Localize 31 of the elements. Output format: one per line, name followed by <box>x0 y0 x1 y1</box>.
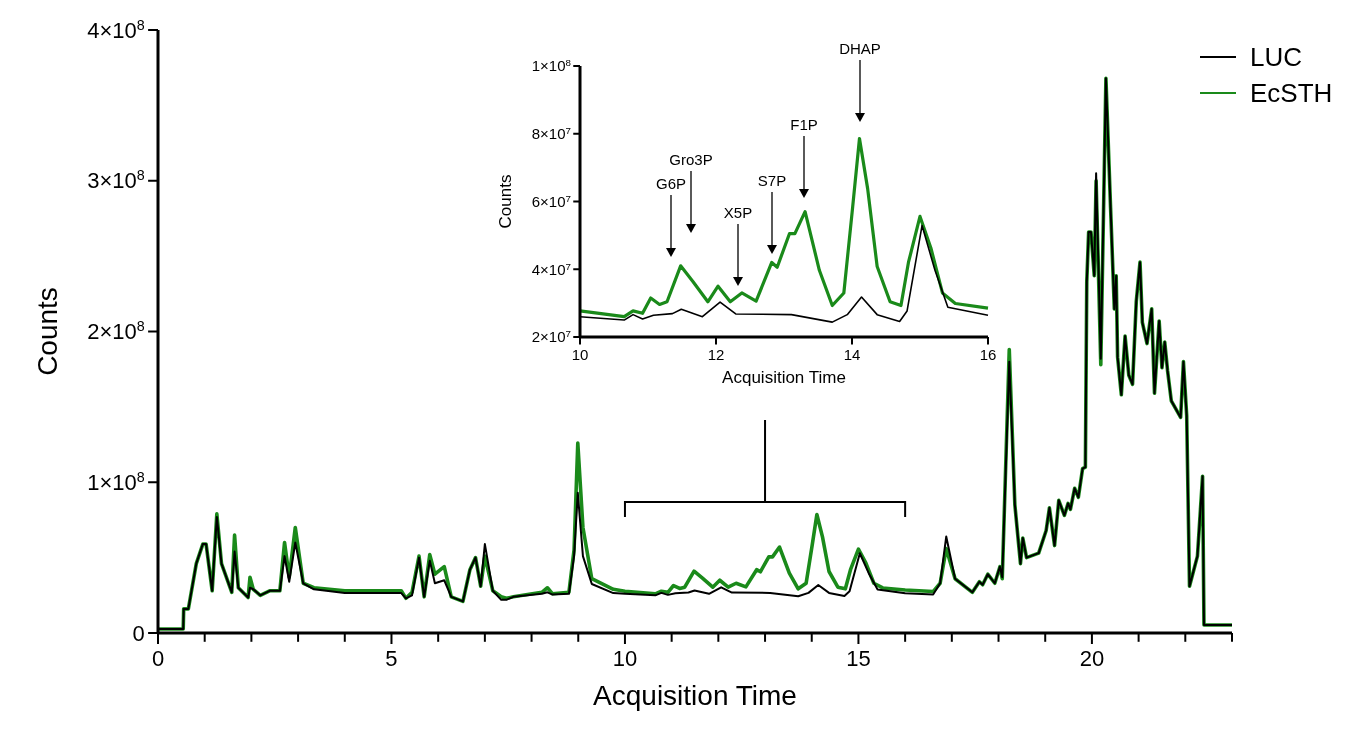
y-axis-title: Counts <box>31 287 63 376</box>
x-tick-label: 0 <box>151 646 165 671</box>
y-axis-title: Counts <box>496 174 515 229</box>
x-tick-label: 15 <box>846 646 871 671</box>
y-tick-label: 2×10$^{8}$ <box>87 318 145 345</box>
x-tick-label: 12 <box>707 345 725 363</box>
x-tick-label: 14 <box>843 345 861 363</box>
y-tick-label: 1×10$^{8}$ <box>87 468 145 495</box>
x-tick-label: 20 <box>1079 646 1105 671</box>
x-axis-title: Acquisition Time <box>593 680 797 712</box>
x-tick-label: 16 <box>979 345 997 363</box>
y-tick-label: 4×10$^{8}$ <box>87 16 145 43</box>
x-tick-label: 10 <box>571 345 589 363</box>
annotation: Gro3P <box>669 151 713 168</box>
legend-label: EcSTH <box>1250 78 1333 109</box>
y-tick-label: 3×10$^{8}$ <box>87 167 145 194</box>
y-tick-label: 6×10$^{7}$ <box>531 192 571 210</box>
x-tick-label: 10 <box>612 646 638 671</box>
y-tick-label: 4×10$^{7}$ <box>531 260 571 278</box>
x-tick-label: 5 <box>385 646 398 671</box>
y-tick-label: 8×10$^{7}$ <box>531 124 571 142</box>
annotation: F1P <box>790 116 818 133</box>
annotation: DHAP <box>839 40 881 57</box>
y-tick-label: 1×10$^{8}$ <box>531 56 571 75</box>
y-tick-label: 2×10$^{7}$ <box>531 327 571 346</box>
annotation: S7P <box>757 172 787 189</box>
x-axis-title: Acquisition Time <box>722 368 846 388</box>
legend-label: LUC <box>1250 42 1303 73</box>
y-tick-label: 0 <box>132 620 145 646</box>
annotation: G6P <box>655 175 687 192</box>
annotation: X5P <box>723 204 753 221</box>
